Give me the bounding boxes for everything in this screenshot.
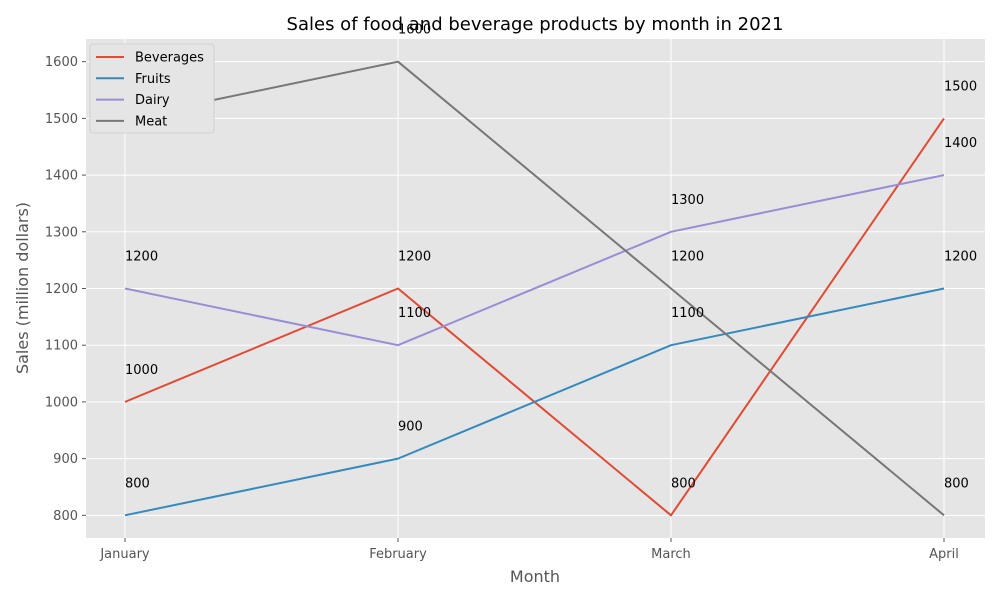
legend-label-beverages: Beverages (135, 51, 204, 66)
y-tick-label: 1000 (45, 395, 78, 410)
data-label-beverages: 1200 (398, 250, 431, 265)
data-label-fruits: 1200 (944, 250, 977, 265)
series-line-dairy (124, 174, 945, 347)
data-label-fruits: 800 (125, 476, 150, 491)
data-label-meat: 800 (944, 476, 969, 491)
data-label-dairy: 1300 (671, 193, 704, 208)
legend-label-meat: Meat (135, 114, 167, 129)
data-label-fruits: 1100 (671, 306, 704, 321)
x-axis-label: Month (510, 567, 560, 586)
data-label-beverages: 800 (671, 476, 696, 491)
y-tick-label: 1600 (45, 55, 78, 70)
x-tick-label: March (651, 547, 691, 562)
x-tick-label: April (929, 547, 959, 562)
legend-label-fruits: Fruits (135, 72, 171, 87)
legend: Beverages Fruits Dairy Meat (89, 43, 215, 134)
series-line-meat (124, 60, 945, 517)
y-axis-ticks: 800 900 1000 1100 1200 1300 1400 1500 1600 (45, 55, 86, 524)
data-label-meat: 1600 (398, 23, 431, 38)
y-tick-label: 1300 (45, 225, 78, 240)
series-lines (124, 60, 945, 517)
y-tick-label: 800 (53, 509, 78, 524)
y-tick-label: 1400 (45, 169, 78, 184)
data-label-meat: 1200 (671, 250, 704, 265)
x-axis-ticks: January February March April (99, 538, 959, 562)
series-line-fruits (124, 287, 945, 517)
legend-box (89, 43, 215, 134)
data-label-fruits: 900 (398, 420, 423, 435)
y-axis-label: Sales (million dollars) (13, 202, 32, 374)
y-tick-label: 900 (53, 452, 78, 467)
data-label-beverages: 1000 (125, 363, 158, 378)
y-tick-label: 1200 (45, 282, 78, 297)
x-tick-label: January (99, 547, 150, 562)
chart-title: Sales of food and beverage products by m… (287, 14, 784, 35)
data-label-dairy: 1100 (398, 306, 431, 321)
y-tick-label: 1100 (45, 339, 78, 354)
data-label-dairy: 1400 (944, 136, 977, 151)
data-label-dairy: 1200 (125, 250, 158, 265)
data-label-beverages: 1500 (944, 79, 977, 94)
legend-label-dairy: Dairy (135, 93, 170, 108)
x-tick-label: February (369, 547, 427, 562)
y-tick-label: 1500 (45, 112, 78, 127)
